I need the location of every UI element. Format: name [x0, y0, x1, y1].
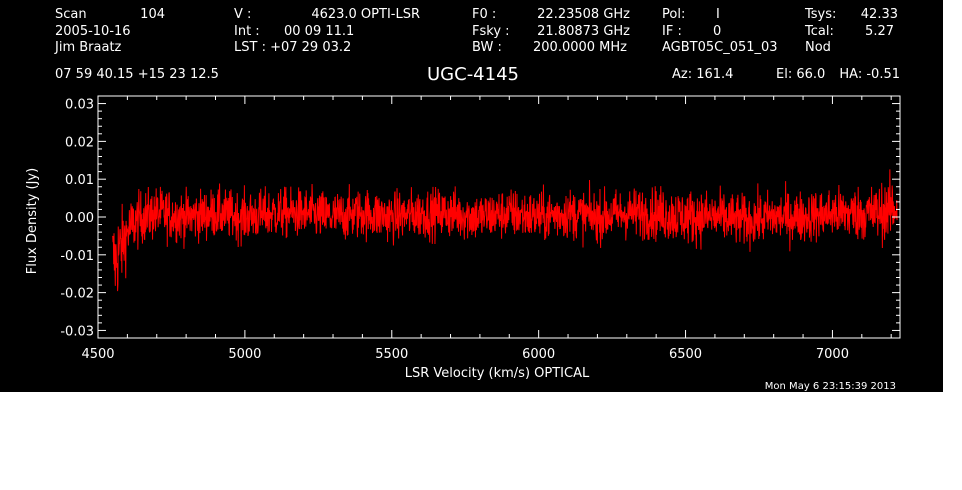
if-label: IF : — [662, 24, 682, 39]
if-value: 0 — [713, 24, 721, 39]
y-tick-label: -0.03 — [60, 324, 94, 339]
velocity-label: V : — [234, 7, 251, 22]
velocity-value: 4623.0 OPTI-LSR — [311, 7, 420, 22]
polarization-label: Pol: — [662, 7, 685, 22]
x-tick-label: 7000 — [816, 347, 849, 362]
fsky-label: Fsky : — [472, 24, 510, 39]
axis-ticks — [97, 95, 900, 339]
tcal-label: Tcal: — [804, 24, 834, 39]
scan-header: Scan 104 2005-10-16 Jim Braatz V : 4623.… — [54, 7, 900, 85]
azimuth: Az: 161.4 — [672, 67, 733, 82]
bandwidth-value: 200.0000 MHz — [533, 40, 627, 55]
fsky-value: 21.80873 GHz — [537, 24, 630, 39]
y-axis-label: Flux Density (Jy) — [25, 168, 40, 274]
x-tick-label: 5500 — [375, 347, 408, 362]
x-axis-label: LSR Velocity (km/s) OPTICAL — [405, 366, 590, 381]
x-tick-label: 4500 — [81, 347, 114, 362]
y-tick-labels: -0.03 -0.02 -0.01 0.00 0.01 0.02 0.03 — [60, 98, 94, 340]
y-tick-label: 0.02 — [65, 135, 94, 150]
observing-mode: Nod — [805, 40, 831, 55]
observation-date: 2005-10-16 — [55, 24, 131, 39]
tsys-value: 42.33 — [861, 7, 898, 22]
y-tick-label: 0.00 — [65, 211, 94, 226]
f0-label: F0 : — [472, 7, 496, 22]
hour-angle: HA: -0.51 — [839, 67, 900, 82]
spectrum-plot-panel: Scan 104 2005-10-16 Jim Braatz V : 4623.… — [0, 0, 943, 392]
f0-value: 22.23508 GHz — [537, 7, 630, 22]
chart-title: UGC-4145 — [427, 64, 519, 85]
render-timestamp: Mon May 6 23:15:39 2013 — [765, 381, 896, 392]
integration-label: Int : — [234, 24, 260, 39]
y-tick-label: 0.01 — [65, 173, 94, 188]
elevation: El: 66.0 — [776, 67, 825, 82]
x-tick-label: 6000 — [522, 347, 555, 362]
integration-value: 00 09 11.1 — [284, 24, 354, 39]
tcal-value: 5.27 — [865, 24, 894, 39]
scan-label: Scan — [55, 7, 87, 22]
project-id: AGBT05C_051_03 — [662, 40, 778, 55]
x-tick-labels: 4500 5000 5500 6000 6500 7000 — [81, 347, 849, 362]
y-tick-label: -0.01 — [60, 249, 94, 264]
bandwidth-label: BW : — [472, 40, 502, 55]
tsys-label: Tsys: — [804, 7, 836, 22]
scan-number: 104 — [140, 7, 165, 22]
y-tick-label: 0.03 — [65, 98, 94, 113]
polarization-value: I — [716, 7, 720, 22]
observer-name: Jim Braatz — [54, 40, 122, 55]
x-tick-label: 6500 — [669, 347, 702, 362]
lst-value: LST : +07 29 03.2 — [234, 40, 351, 55]
source-coordinates: 07 59 40.15 +15 23 12.5 — [55, 67, 219, 82]
x-tick-label: 5000 — [228, 347, 261, 362]
flux-series-line — [112, 169, 898, 292]
y-tick-label: -0.02 — [60, 287, 94, 302]
